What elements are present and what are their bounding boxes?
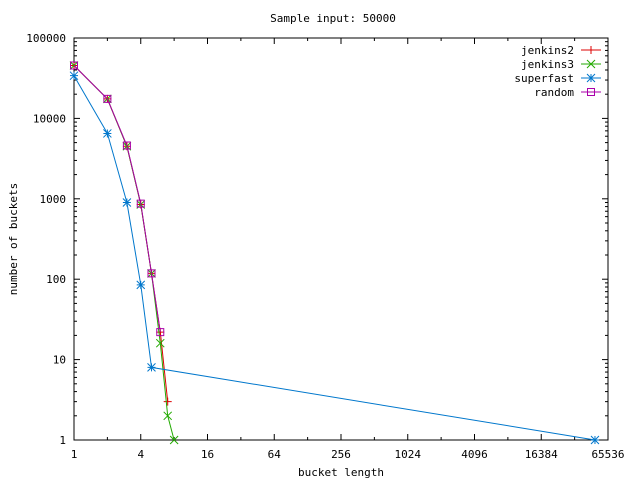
series-line-random xyxy=(73,65,161,333)
data-point-superfast xyxy=(136,280,146,290)
x-tick-label: 1 xyxy=(71,448,78,461)
chart-title: Sample input: 50000 xyxy=(270,12,396,25)
data-point-superfast xyxy=(590,435,600,445)
legend-label-jenkins3: jenkins3 xyxy=(521,58,574,71)
series-jenkins2 xyxy=(70,61,172,406)
legend-label-superfast: superfast xyxy=(514,72,574,85)
series-superfast xyxy=(69,71,600,445)
data-point-random xyxy=(103,94,112,103)
axes: 1 4 16 64 256 1024 4096 16384 65536 1 10 100 1000 100… xyxy=(26,32,624,461)
series-line-superfast xyxy=(73,75,596,441)
data-point-random xyxy=(70,61,78,70)
legend-marker-jenkins3 xyxy=(586,59,596,69)
y-tick-label: 10000 xyxy=(33,112,66,125)
legend-label-random: random xyxy=(534,86,574,99)
x-tick-label: 4096 xyxy=(461,448,488,461)
y-tick-label: 10 xyxy=(53,354,66,367)
y-tick-label: 100000 xyxy=(26,32,66,45)
data-point-jenkins2 xyxy=(163,397,172,406)
series-random xyxy=(70,61,165,337)
x-axis-label: bucket length xyxy=(298,466,384,479)
data-point-superfast xyxy=(103,129,112,138)
data-point-random xyxy=(122,141,131,150)
data-point-superfast xyxy=(122,198,132,207)
data-point-superfast xyxy=(69,71,79,81)
x-tick-label: 4 xyxy=(137,448,144,461)
x-tick-label: 64 xyxy=(268,448,282,461)
x-tick-label: 256 xyxy=(331,448,351,461)
x-tick-label: 65536 xyxy=(591,448,624,461)
legend-marker-random xyxy=(587,88,595,96)
data-point-random xyxy=(156,328,165,337)
series-line-jenkins2 xyxy=(73,65,169,402)
y-tick-label: 1000 xyxy=(40,193,67,206)
series-jenkins3 xyxy=(69,61,179,445)
x-tick-label: 16384 xyxy=(525,448,558,461)
data-point-random xyxy=(147,269,156,278)
data-point-jenkins3 xyxy=(163,411,173,421)
y-tick-label: 100 xyxy=(46,273,66,286)
data-point-superfast xyxy=(147,363,156,372)
data-point-jenkins3 xyxy=(155,338,165,348)
x-tick-label: 1024 xyxy=(395,448,422,461)
y-axis-label: number of buckets xyxy=(7,183,20,296)
plot-frame xyxy=(73,37,609,441)
legend-marker-jenkins2 xyxy=(587,46,595,54)
legend-marker-superfast xyxy=(586,73,596,83)
series-layer xyxy=(69,61,600,445)
data-point-jenkins3 xyxy=(169,435,179,445)
x-tick-label: 16 xyxy=(201,448,214,461)
data-point-random xyxy=(136,199,145,208)
y-tick-label: 1 xyxy=(59,434,66,447)
legend-label-jenkins2: jenkins2 xyxy=(521,44,574,57)
series-line-jenkins3 xyxy=(73,65,175,441)
